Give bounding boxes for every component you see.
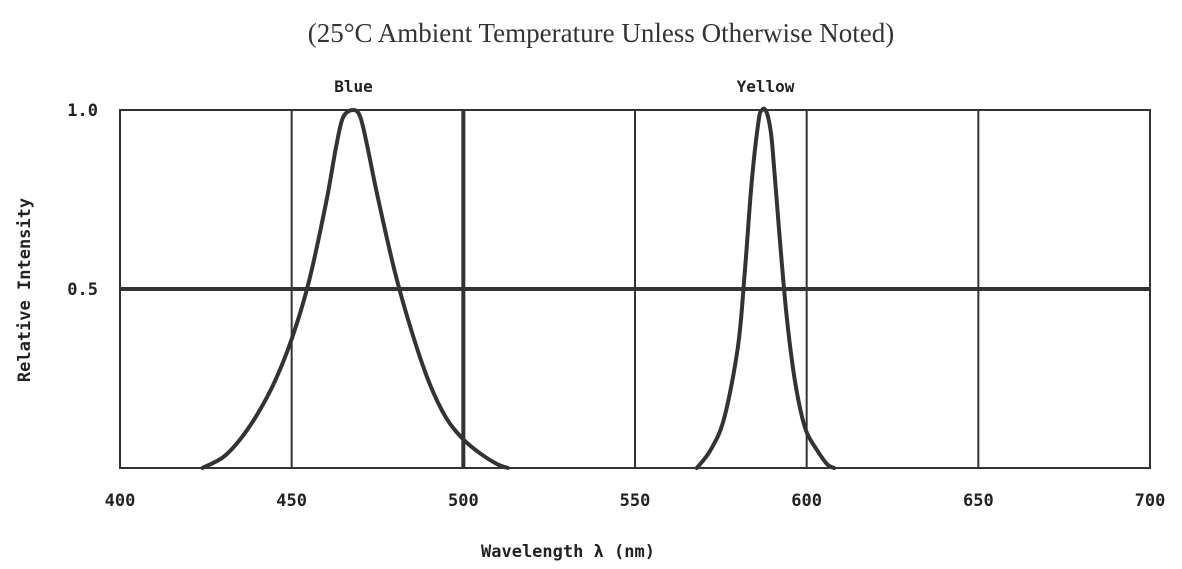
series-line-blue [200, 108, 510, 470]
x-tick-labels: 400 450 500 550 600 650 700 [105, 491, 1166, 511]
y-tick-labels: 0.5 1.0 [67, 101, 98, 300]
series-lines [200, 106, 837, 470]
peak-labels: Blue Yellow [334, 77, 795, 96]
peak-label-yellow: Yellow [737, 77, 795, 96]
y-axis-label: Relative Intensity [15, 198, 35, 382]
peak-label-blue: Blue [334, 77, 373, 96]
x-tick-label-450: 450 [276, 491, 307, 511]
chart-subtitle: (25°C Ambient Temperature Unless Otherwi… [308, 18, 895, 48]
x-tick-label-550: 550 [620, 491, 651, 511]
x-tick-label-650: 650 [963, 491, 994, 511]
plot-frame [119, 109, 1151, 469]
series-line-yellow [694, 106, 837, 470]
x-axis-label: Wavelength λ (nm) [481, 542, 655, 562]
y-tick-label-0.5: 0.5 [67, 280, 98, 300]
x-tick-label-400: 400 [105, 491, 136, 511]
x-tick-label-700: 700 [1135, 491, 1166, 511]
y-tick-label-1: 1.0 [67, 101, 98, 121]
x-tick-label-500: 500 [448, 491, 479, 511]
grid [119, 109, 1151, 469]
x-tick-label-600: 600 [791, 491, 822, 511]
